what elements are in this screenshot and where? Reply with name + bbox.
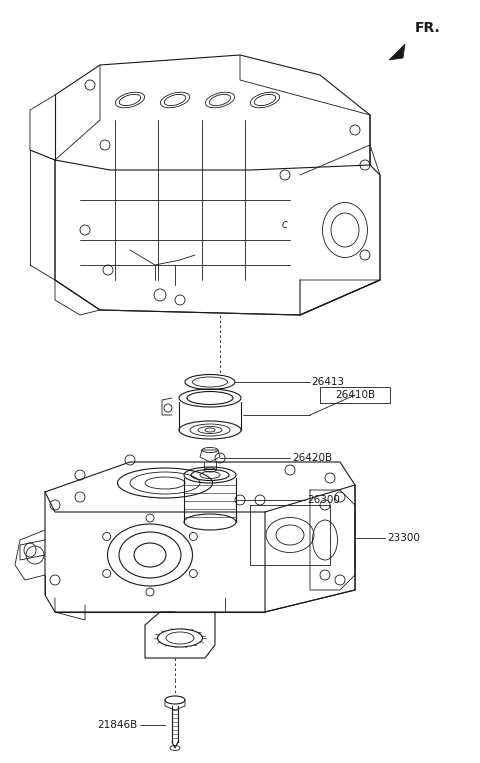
Text: 26410B: 26410B — [335, 390, 375, 400]
Bar — [320, 387, 390, 403]
Text: FR.: FR. — [415, 21, 441, 35]
Text: 23300: 23300 — [387, 533, 420, 543]
Text: 26413: 26413 — [311, 377, 344, 387]
Text: 21846B: 21846B — [98, 720, 138, 730]
Text: 26300: 26300 — [307, 495, 340, 505]
Polygon shape — [389, 44, 405, 60]
Text: 26420B: 26420B — [292, 453, 332, 463]
Text: C: C — [282, 221, 288, 230]
